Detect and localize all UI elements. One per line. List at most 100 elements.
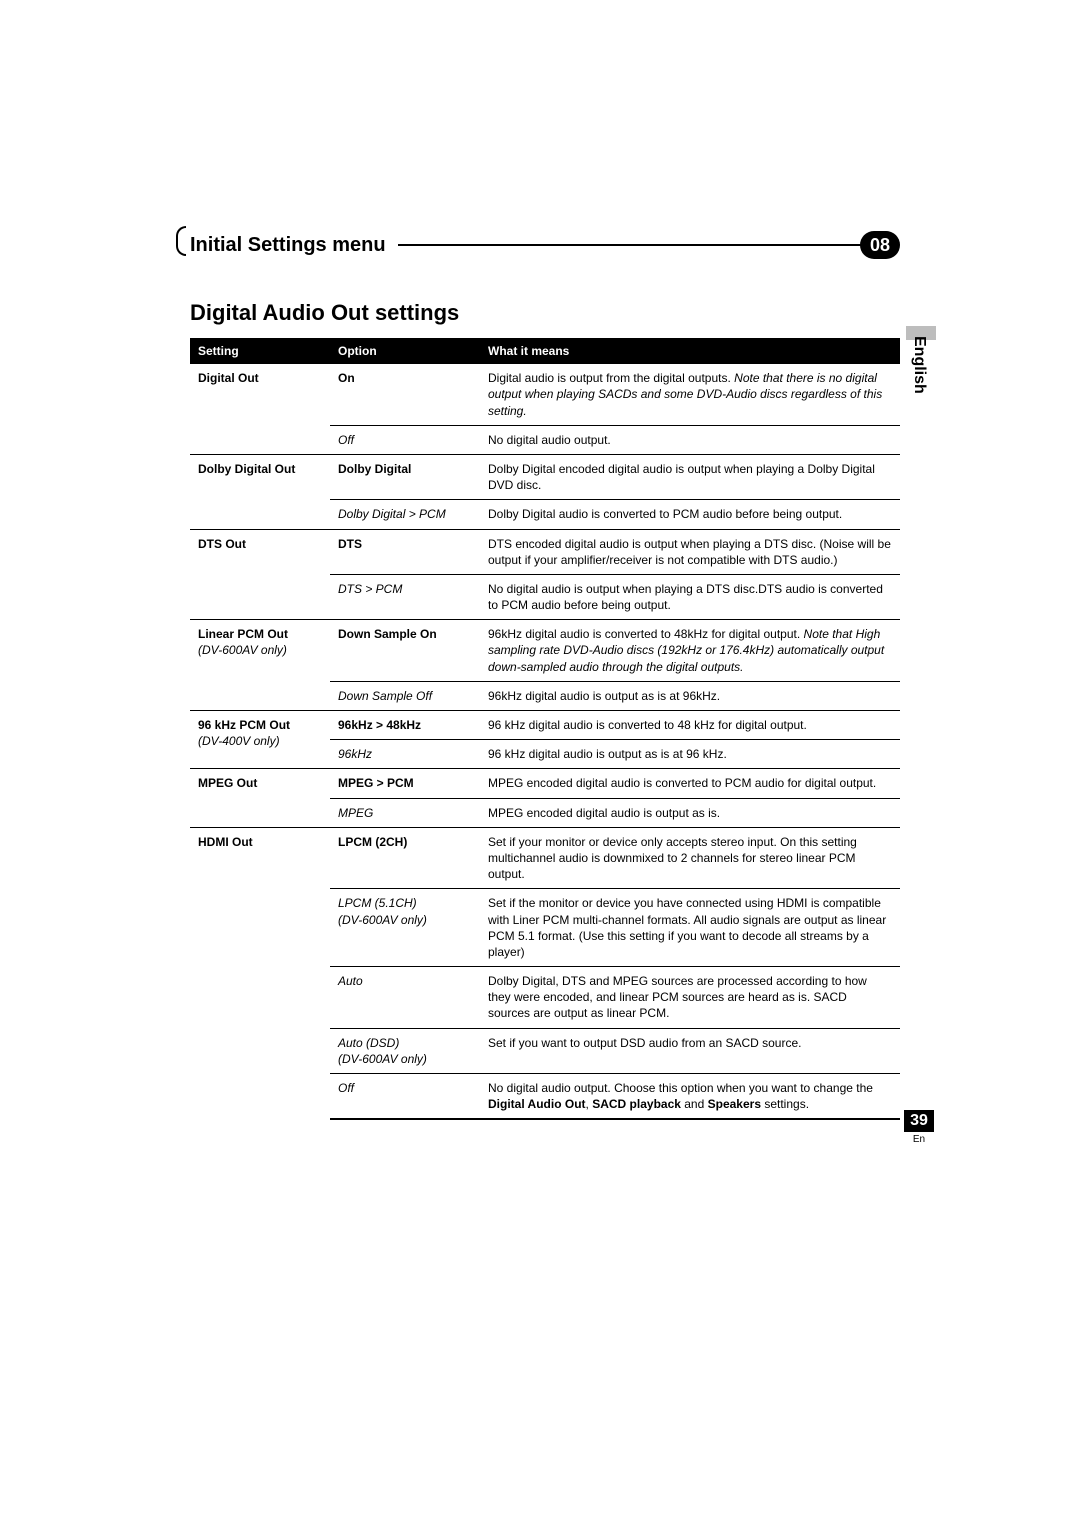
description-text: MPEG encoded digital audio is converted … [488, 776, 876, 790]
description-cell: Dolby Digital audio is converted to PCM … [480, 500, 900, 529]
description-cell: 96 kHz digital audio is output as is at … [480, 740, 900, 769]
setting-cell: Digital Out [190, 364, 330, 454]
option-label: DTS [338, 536, 472, 552]
option-cell: 96kHz [330, 740, 480, 769]
option-label: Down Sample Off [338, 688, 472, 704]
description-text: No digital audio output. [488, 433, 611, 447]
option-cell: MPEG > PCM [330, 769, 480, 798]
option-cell: Auto (DSD)(DV-600AV only) [330, 1028, 480, 1073]
settings-table: Setting Option What it means Digital Out… [190, 338, 900, 1120]
option-cell: Dolby Digital > PCM [330, 500, 480, 529]
page-number: 39 [904, 1110, 934, 1132]
description-bold-term: Digital Audio Out [488, 1097, 586, 1111]
table-row: Dolby Digital Out Dolby Digital Dolby Digi… [190, 454, 900, 499]
setting-name: Digital Out [198, 370, 322, 386]
setting-name: 96 kHz PCM Out [198, 717, 322, 733]
description-text: and [681, 1097, 708, 1111]
option-label: LPCM (2CH) [338, 834, 472, 850]
option-cell: LPCM (2CH) [330, 827, 480, 889]
description-text: 96kHz digital audio is converted to 48kH… [488, 627, 800, 641]
description-cell: No digital audio is output when playing … [480, 574, 900, 619]
setting-cell: 96 kHz PCM Out(DV-400V only) [190, 711, 330, 769]
description-text: No digital audio output. Choose this opt… [488, 1081, 873, 1095]
description-text: Digital audio is output from the digital… [488, 371, 731, 385]
option-cell: MPEG [330, 798, 480, 827]
page-language-abbrev: En [904, 1134, 934, 1145]
table-row: DTS Out DTS DTS encoded digital audio is o… [190, 529, 900, 574]
option-subnote: (DV-600AV only) [338, 912, 472, 928]
chapter-line-wrap: 08 [398, 230, 900, 260]
description-bold-term: SACD playback [592, 1097, 681, 1111]
section-title: Digital Audio Out settings [190, 300, 900, 326]
table-header-row: Setting Option What it means [190, 338, 900, 364]
column-header-option: Option [330, 338, 480, 364]
option-label: Auto [338, 973, 472, 989]
chapter-line [398, 244, 861, 246]
setting-name: HDMI Out [198, 834, 322, 850]
table-row: Linear PCM Out(DV-600AV only) Down Sample… [190, 620, 900, 682]
settings-table-body: Digital Out On Digital audio is output fro… [190, 364, 900, 1119]
description-text: MPEG encoded digital audio is output as … [488, 806, 720, 820]
option-label: Off [338, 432, 472, 448]
setting-name: MPEG Out [198, 775, 322, 791]
option-label: MPEG > PCM [338, 775, 472, 791]
option-label: LPCM (5.1CH) [338, 895, 472, 911]
description-text: No digital audio is output when playing … [488, 582, 883, 612]
table-row: Digital Out On Digital audio is output fro… [190, 364, 900, 425]
description-text: Dolby Digital audio is converted to PCM … [488, 507, 842, 521]
column-header-setting: Setting [190, 338, 330, 364]
description-cell: Set if your monitor or device only accep… [480, 827, 900, 889]
option-cell: 96kHz > 48kHz [330, 711, 480, 740]
option-subnote: (DV-600AV only) [338, 1051, 472, 1067]
setting-subnote: (DV-600AV only) [198, 642, 322, 658]
description-text: Dolby Digital encoded digital audio is o… [488, 462, 875, 492]
option-cell: Down Sample Off [330, 681, 480, 710]
setting-subnote: (DV-400V only) [198, 733, 322, 749]
option-cell: Dolby Digital [330, 454, 480, 499]
setting-name: DTS Out [198, 536, 322, 552]
description-cell: No digital audio output. Choose this opt… [480, 1074, 900, 1120]
setting-cell: HDMI Out [190, 827, 330, 1119]
description-cell: No digital audio output. [480, 425, 900, 454]
option-label: Dolby Digital > PCM [338, 506, 472, 522]
page-number-box: 39 En [904, 1110, 934, 1145]
setting-cell: Dolby Digital Out [190, 454, 330, 529]
manual-page: Initial Settings menu 08 Digital Audio O… [0, 0, 1080, 1120]
table-row: 96 kHz PCM Out(DV-400V only)96kHz > 48kH… [190, 711, 900, 740]
chapter-bracket [176, 226, 186, 256]
description-text: DTS encoded digital audio is output when… [488, 537, 891, 567]
option-label: Off [338, 1080, 472, 1096]
description-cell: DTS encoded digital audio is output when… [480, 529, 900, 574]
setting-name: Dolby Digital Out [198, 461, 322, 477]
table-row: HDMI Out LPCM (2CH) Set if your monitor or… [190, 827, 900, 889]
option-label: MPEG [338, 805, 472, 821]
setting-cell: DTS Out [190, 529, 330, 620]
description-bold-term: Speakers [708, 1097, 761, 1111]
option-label: On [338, 370, 472, 386]
description-text: 96 kHz digital audio is converted to 48 … [488, 718, 807, 732]
language-tab: English [908, 334, 930, 396]
description-text: settings. [761, 1097, 809, 1111]
chapter-title: Initial Settings menu [190, 234, 398, 257]
chapter-header: Initial Settings menu 08 [190, 230, 900, 260]
option-cell: DTS [330, 529, 480, 574]
description-text: Set if the monitor or device you have co… [488, 896, 886, 959]
option-cell: Off [330, 1074, 480, 1120]
description-text: Set if you want to output DSD audio from… [488, 1036, 802, 1050]
option-label: Dolby Digital [338, 461, 472, 477]
description-cell: 96kHz digital audio is output as is at 9… [480, 681, 900, 710]
description-text: Dolby Digital, DTS and MPEG sources are … [488, 974, 867, 1020]
option-label: Down Sample On [338, 626, 472, 642]
description-text: 96kHz digital audio is output as is at 9… [488, 689, 720, 703]
option-cell: DTS > PCM [330, 574, 480, 619]
description-cell: 96kHz digital audio is converted to 48kH… [480, 620, 900, 682]
description-cell: 96 kHz digital audio is converted to 48 … [480, 711, 900, 740]
table-row: MPEG Out MPEG > PCM MPEG encoded digital a… [190, 769, 900, 798]
option-cell: Off [330, 425, 480, 454]
option-cell: Down Sample On [330, 620, 480, 682]
setting-cell: Linear PCM Out(DV-600AV only) [190, 620, 330, 711]
option-cell: On [330, 364, 480, 425]
description-cell: Dolby Digital, DTS and MPEG sources are … [480, 967, 900, 1029]
setting-name: Linear PCM Out [198, 626, 322, 642]
column-header-desc: What it means [480, 338, 900, 364]
